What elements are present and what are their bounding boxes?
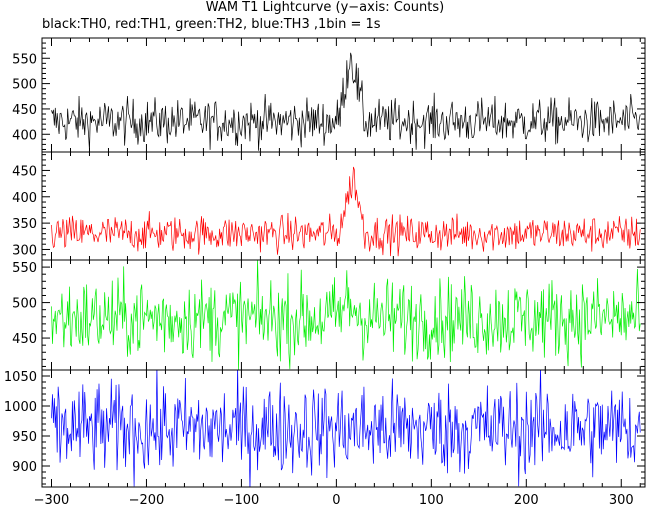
- panel-frame: [41, 259, 646, 371]
- x-tick-label: −200: [129, 493, 165, 505]
- panel-frame: [41, 369, 646, 488]
- panel-th1: 300 350 400 450: [12, 151, 646, 261]
- y-tick-label: 550: [12, 261, 37, 276]
- series-line-th0: [51, 52, 641, 152]
- y-tick-label: 500: [12, 78, 37, 93]
- x-tick-label: 200: [514, 493, 539, 505]
- panel-th3: 900 950 1000 1050: [4, 369, 646, 488]
- x-tick-label: 300: [609, 493, 634, 505]
- y-tick-label: 500: [12, 297, 37, 312]
- chart-title: WAM T1 Lightcurve (y−axis: Counts): [205, 0, 445, 15]
- panel-th0: 400 450 500 550: [12, 37, 646, 153]
- x-tick-label: 100: [419, 493, 444, 505]
- series-line-th3: [51, 370, 641, 487]
- series-line-th1: [51, 166, 641, 257]
- panel-th2: 450 500 550: [12, 259, 646, 371]
- x-tick-label: −100: [224, 493, 260, 505]
- y-tick-label: 450: [12, 103, 37, 118]
- x-tick-label: −300: [34, 493, 70, 505]
- x-tick-label: 0: [332, 493, 340, 505]
- y-tick-label: 550: [12, 52, 37, 67]
- y-tick-label: 1050: [4, 370, 37, 385]
- y-tick-label: 350: [12, 217, 37, 232]
- y-tick-label: 450: [12, 164, 37, 179]
- y-tick-label: 450: [12, 332, 37, 347]
- y-tick-label: 400: [12, 191, 37, 206]
- series-line-th2: [51, 260, 641, 370]
- y-tick-label: 950: [12, 430, 37, 445]
- y-tick-label: 300: [12, 243, 37, 258]
- y-tick-label: 900: [12, 460, 37, 475]
- y-tick-label: 1000: [4, 400, 37, 415]
- chart-subtitle: black:TH0, red:TH1, green:TH2, blue:TH3 …: [42, 17, 381, 32]
- y-tick-label: 400: [12, 128, 37, 143]
